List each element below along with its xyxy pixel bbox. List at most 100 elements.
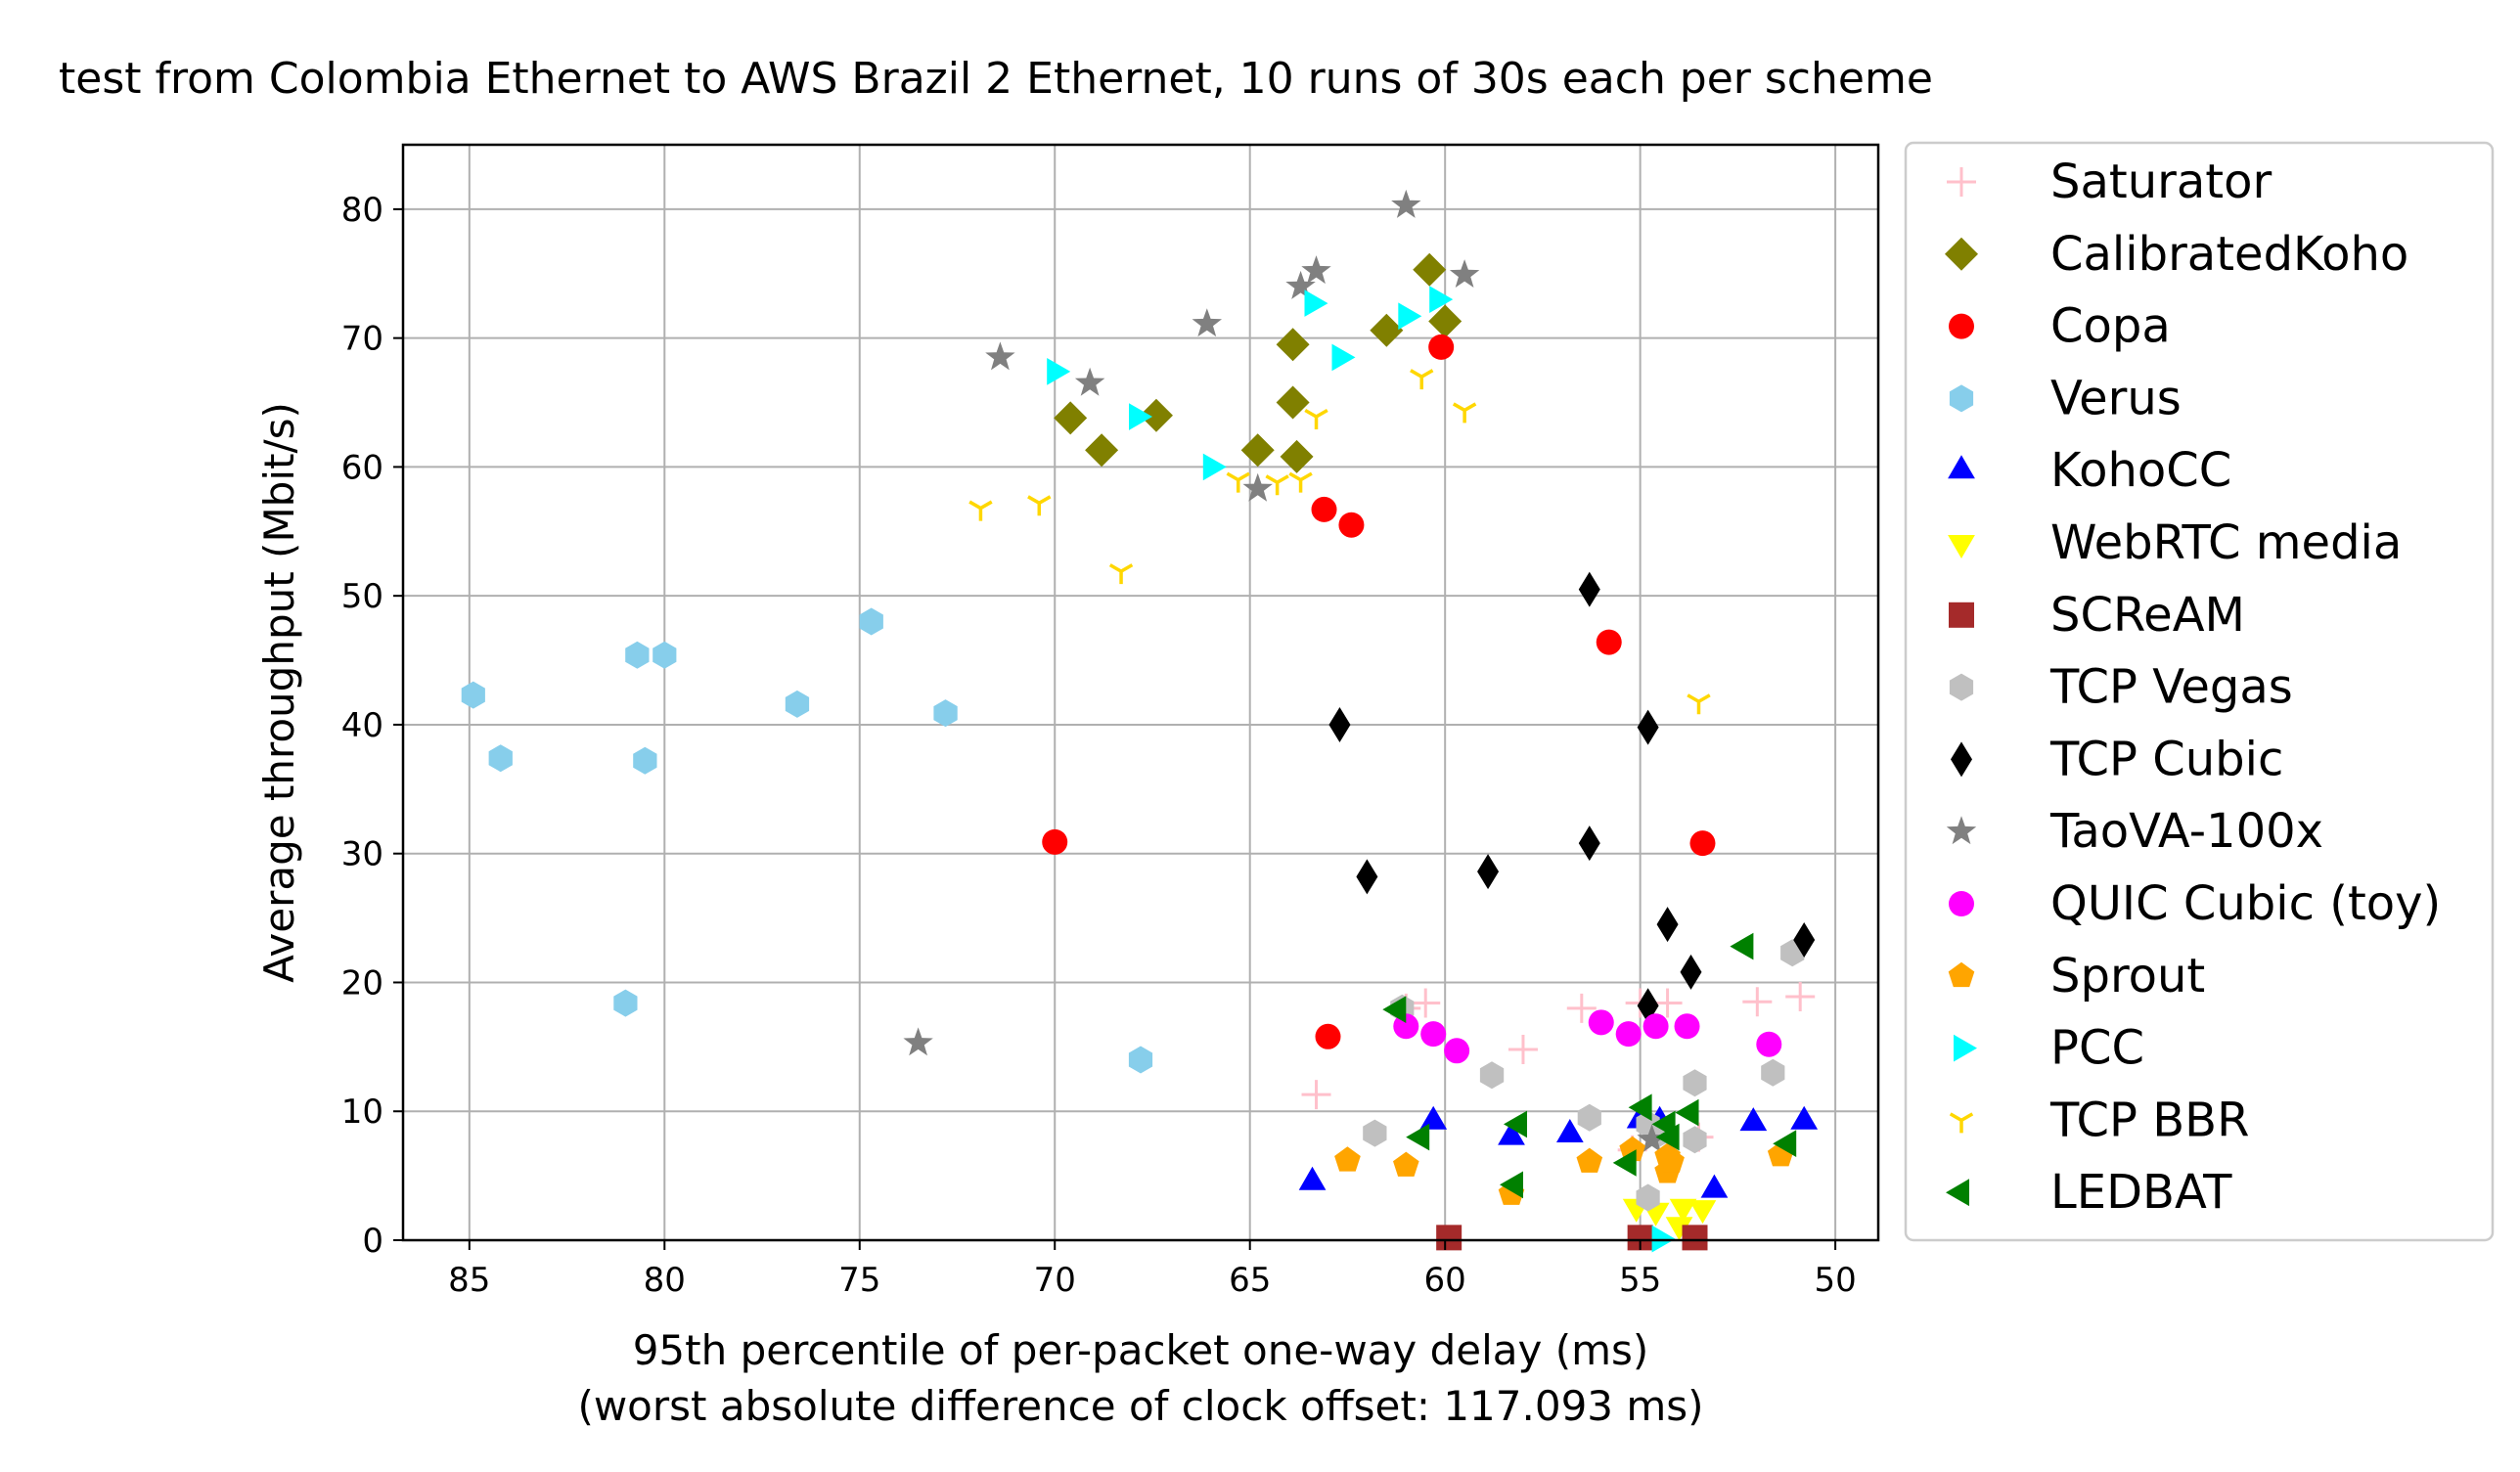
data-point-ledbat [1406,1123,1430,1151]
data-point-taova-100x [903,1027,933,1056]
legend-label-calibratedkoho: CalibratedKoho [2050,227,2408,282]
legend-marker-verus [1949,384,1974,413]
data-point-saturator [1785,981,1816,1011]
data-point-tcp-cubic [1477,854,1500,890]
data-point-verus [933,699,958,728]
data-point-tcp-bbr [1410,369,1434,390]
data-point-calibratedkoho [1428,304,1462,338]
data-point-saturator [1411,988,1441,1018]
data-point-webrtc-media [1669,1198,1697,1223]
data-point-webrtc-media [1688,1200,1717,1225]
data-point-quic-cubic-toy [1615,1021,1642,1048]
legend-label-quic-cubic-toy: QUIC Cubic (toy) [2050,876,2441,931]
data-point-calibratedkoho [1139,398,1173,432]
data-point-tcp-bbr [968,500,993,521]
x-axis-subtitle: (worst absolute difference of clock offs… [577,1382,1703,1430]
data-point-verus [625,641,650,669]
data-point-ledbat [1773,1130,1797,1157]
data-point-calibratedkoho [1085,433,1119,468]
data-point-taova-100x [1074,367,1105,396]
data-point-tcp-vegas [1479,1061,1505,1090]
data-point-sprout [1334,1146,1361,1172]
data-point-calibratedkoho [1280,439,1314,473]
y-tick-label: 80 [341,191,383,230]
data-point-calibratedkoho [1240,433,1275,468]
data-point-copa [1315,1023,1341,1049]
legend-marker-webrtc-media [1948,535,1975,558]
data-point-quic-cubic-toy [1420,1021,1447,1048]
data-point-kohocc [1790,1105,1819,1130]
x-tick-label: 50 [1814,1261,1856,1300]
x-tick-label: 70 [1034,1261,1076,1300]
data-point-ledbat [1500,1171,1523,1199]
data-point-sprout [1658,1147,1685,1173]
data-point-pcc [1129,403,1152,430]
data-point-calibratedkoho [1054,401,1088,435]
y-axis-title: Average throughput (Mbit/s) [255,402,303,983]
legend-label-saturator: Saturator [2050,155,2272,209]
legend-label-tcp-bbr: TCP BBR [2049,1093,2249,1147]
data-point-pcc [1398,302,1422,331]
data-point-tcp-vegas [1683,1069,1707,1097]
x-tick-label: 65 [1229,1261,1271,1300]
data-point-tcp-bbr [1304,409,1328,430]
legend-label-webrtc-media: WebRTC media [2050,515,2402,570]
data-point-taova-100x [1449,259,1480,288]
data-point-quic-cubic-toy [1756,1031,1782,1057]
data-point-taova-100x [1637,1124,1667,1153]
x-tick-label: 75 [838,1261,880,1300]
data-point-tcp-cubic [1578,825,1600,862]
x-tick-label: 60 [1424,1261,1466,1300]
legend-marker-quic-cubic-toy [1949,891,1974,916]
data-point-tcp-bbr [1226,471,1250,493]
data-point-quic-cubic-toy [1588,1009,1614,1036]
x-tick-label: 55 [1619,1261,1661,1300]
legend-marker-tcp-vegas [1949,673,1974,701]
y-tick-label: 30 [341,835,383,874]
axis-ticks: 85 80 75 70 65 60 55 50 0 10 20 30 40 50 60 70 80 [341,191,1857,1300]
legend-marker-pcc [1954,1034,1977,1062]
data-point-ledbat [1655,1123,1680,1151]
data-point-verus [785,690,810,718]
legend-label-tcp-vegas: TCP Vegas [2049,660,2293,715]
legend-marker-taova-100x [1946,816,1977,845]
data-point-kohocc [1700,1174,1729,1198]
data-point-tcp-bbr [1452,402,1477,424]
data-point-copa [1689,830,1716,857]
data-point-ledbat [1675,1098,1699,1127]
legend-marker-ledbat [1946,1179,1969,1207]
data-point-tcp-bbr [1687,693,1711,715]
data-point-tcp-bbr [1027,495,1052,516]
legend-marker-tcp-cubic [1951,741,1972,778]
data-point-verus [652,641,677,669]
y-tick-label: 0 [362,1222,383,1261]
data-point-kohocc [1556,1119,1584,1142]
legend-label-taova-100x: TaoVA-100x [2049,804,2323,859]
data-point-kohocc [1298,1166,1327,1190]
plot-area-frame [401,143,1880,1242]
legend-label-verus: Verus [2050,371,2182,425]
data-point-saturator [1566,993,1597,1023]
data-point-quic-cubic-toy [1393,1013,1419,1040]
data-point-copa [1311,496,1337,522]
data-point-pcc [1047,358,1071,385]
data-point-verus [633,746,657,775]
legend-frame [1904,141,2495,1242]
data-point-tcp-vegas [1683,1126,1707,1154]
data-point-saturator [1742,987,1773,1017]
x-axis-title: 95th percentile of per-packet one-way de… [633,1326,1649,1374]
data-point-taova-100x [985,341,1015,371]
data-point-calibratedkoho [1370,313,1404,347]
data-point-verus [461,681,485,709]
data-point-taova-100x [1285,270,1316,299]
data-point-kohocc [1739,1107,1768,1132]
data-point-copa [1042,828,1068,855]
data-point-calibratedkoho [1276,328,1310,362]
y-tick-label: 60 [341,448,383,487]
data-point-kohocc [1419,1105,1448,1130]
data-point-pcc [1304,290,1328,317]
data-point-quic-cubic-toy [1444,1038,1470,1064]
legend-label-copa: Copa [2050,299,2171,354]
legend-label-scream: SCReAM [2050,588,2245,643]
legend-marker-sprout [1948,961,1975,988]
